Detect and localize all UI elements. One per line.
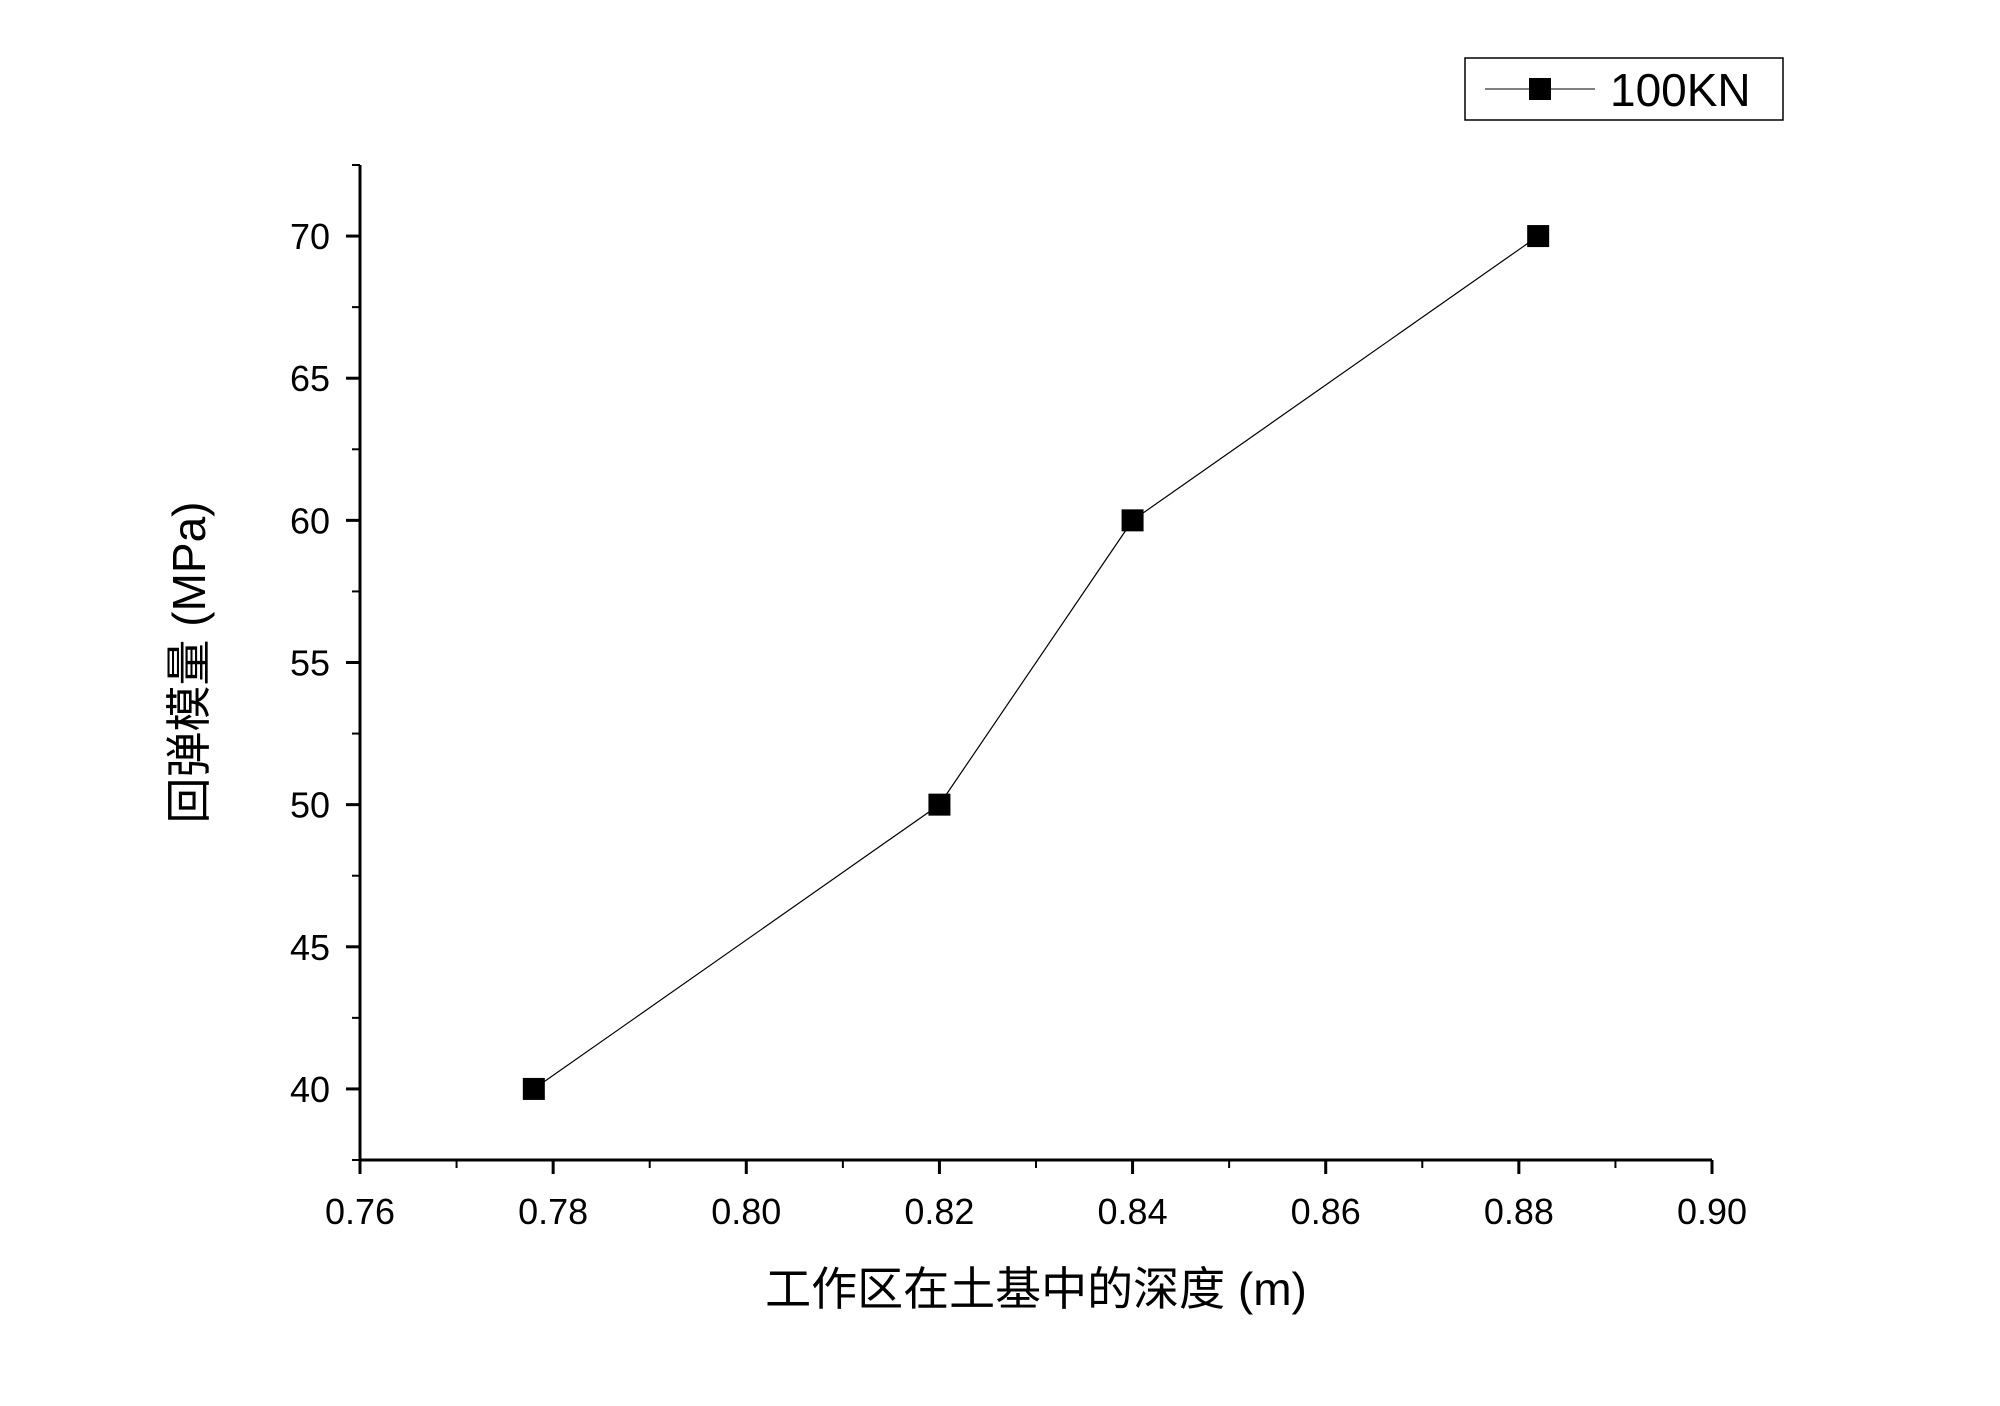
legend: 100KN <box>1464 57 1784 121</box>
series-layer <box>522 225 1550 1100</box>
data-point-marker <box>1527 225 1550 248</box>
x-tick-label: 0.82 <box>904 1191 974 1232</box>
y-tick-label: 50 <box>290 785 330 826</box>
data-point-marker <box>928 793 951 816</box>
data-point-marker <box>1121 509 1144 532</box>
x-tick-label: 0.78 <box>518 1191 588 1232</box>
y-tick-label: 55 <box>290 643 330 684</box>
y-tick-label: 60 <box>290 500 330 541</box>
y-tick-label: 45 <box>290 927 330 968</box>
x-axis-title: 工作区在土基中的深度 (m) <box>765 1263 1307 1315</box>
x-tick-label: 0.84 <box>1098 1191 1168 1232</box>
y-axis-title: 回弹模量 (MPa) <box>163 502 215 824</box>
y-tick-label: 65 <box>290 358 330 399</box>
x-tick-label: 0.86 <box>1291 1191 1361 1232</box>
x-tick-label: 0.76 <box>325 1191 395 1232</box>
series-line <box>533 235 1539 1090</box>
legend-marker-square <box>1529 78 1551 100</box>
x-ticks: 0.76 0.78 0.80 0.82 0.84 0.86 0.88 0.90 <box>325 1160 1747 1232</box>
x-tick-label: 0.90 <box>1677 1191 1747 1232</box>
y-tick-label: 40 <box>290 1069 330 1110</box>
legend-label: 100KN <box>1610 64 1751 116</box>
y-ticks: 40 45 50 55 60 65 70 <box>290 164 360 1161</box>
y-tick-label: 70 <box>290 216 330 257</box>
data-point-marker <box>522 1077 545 1100</box>
x-tick-label: 0.80 <box>711 1191 781 1232</box>
x-tick-label: 0.88 <box>1484 1191 1554 1232</box>
